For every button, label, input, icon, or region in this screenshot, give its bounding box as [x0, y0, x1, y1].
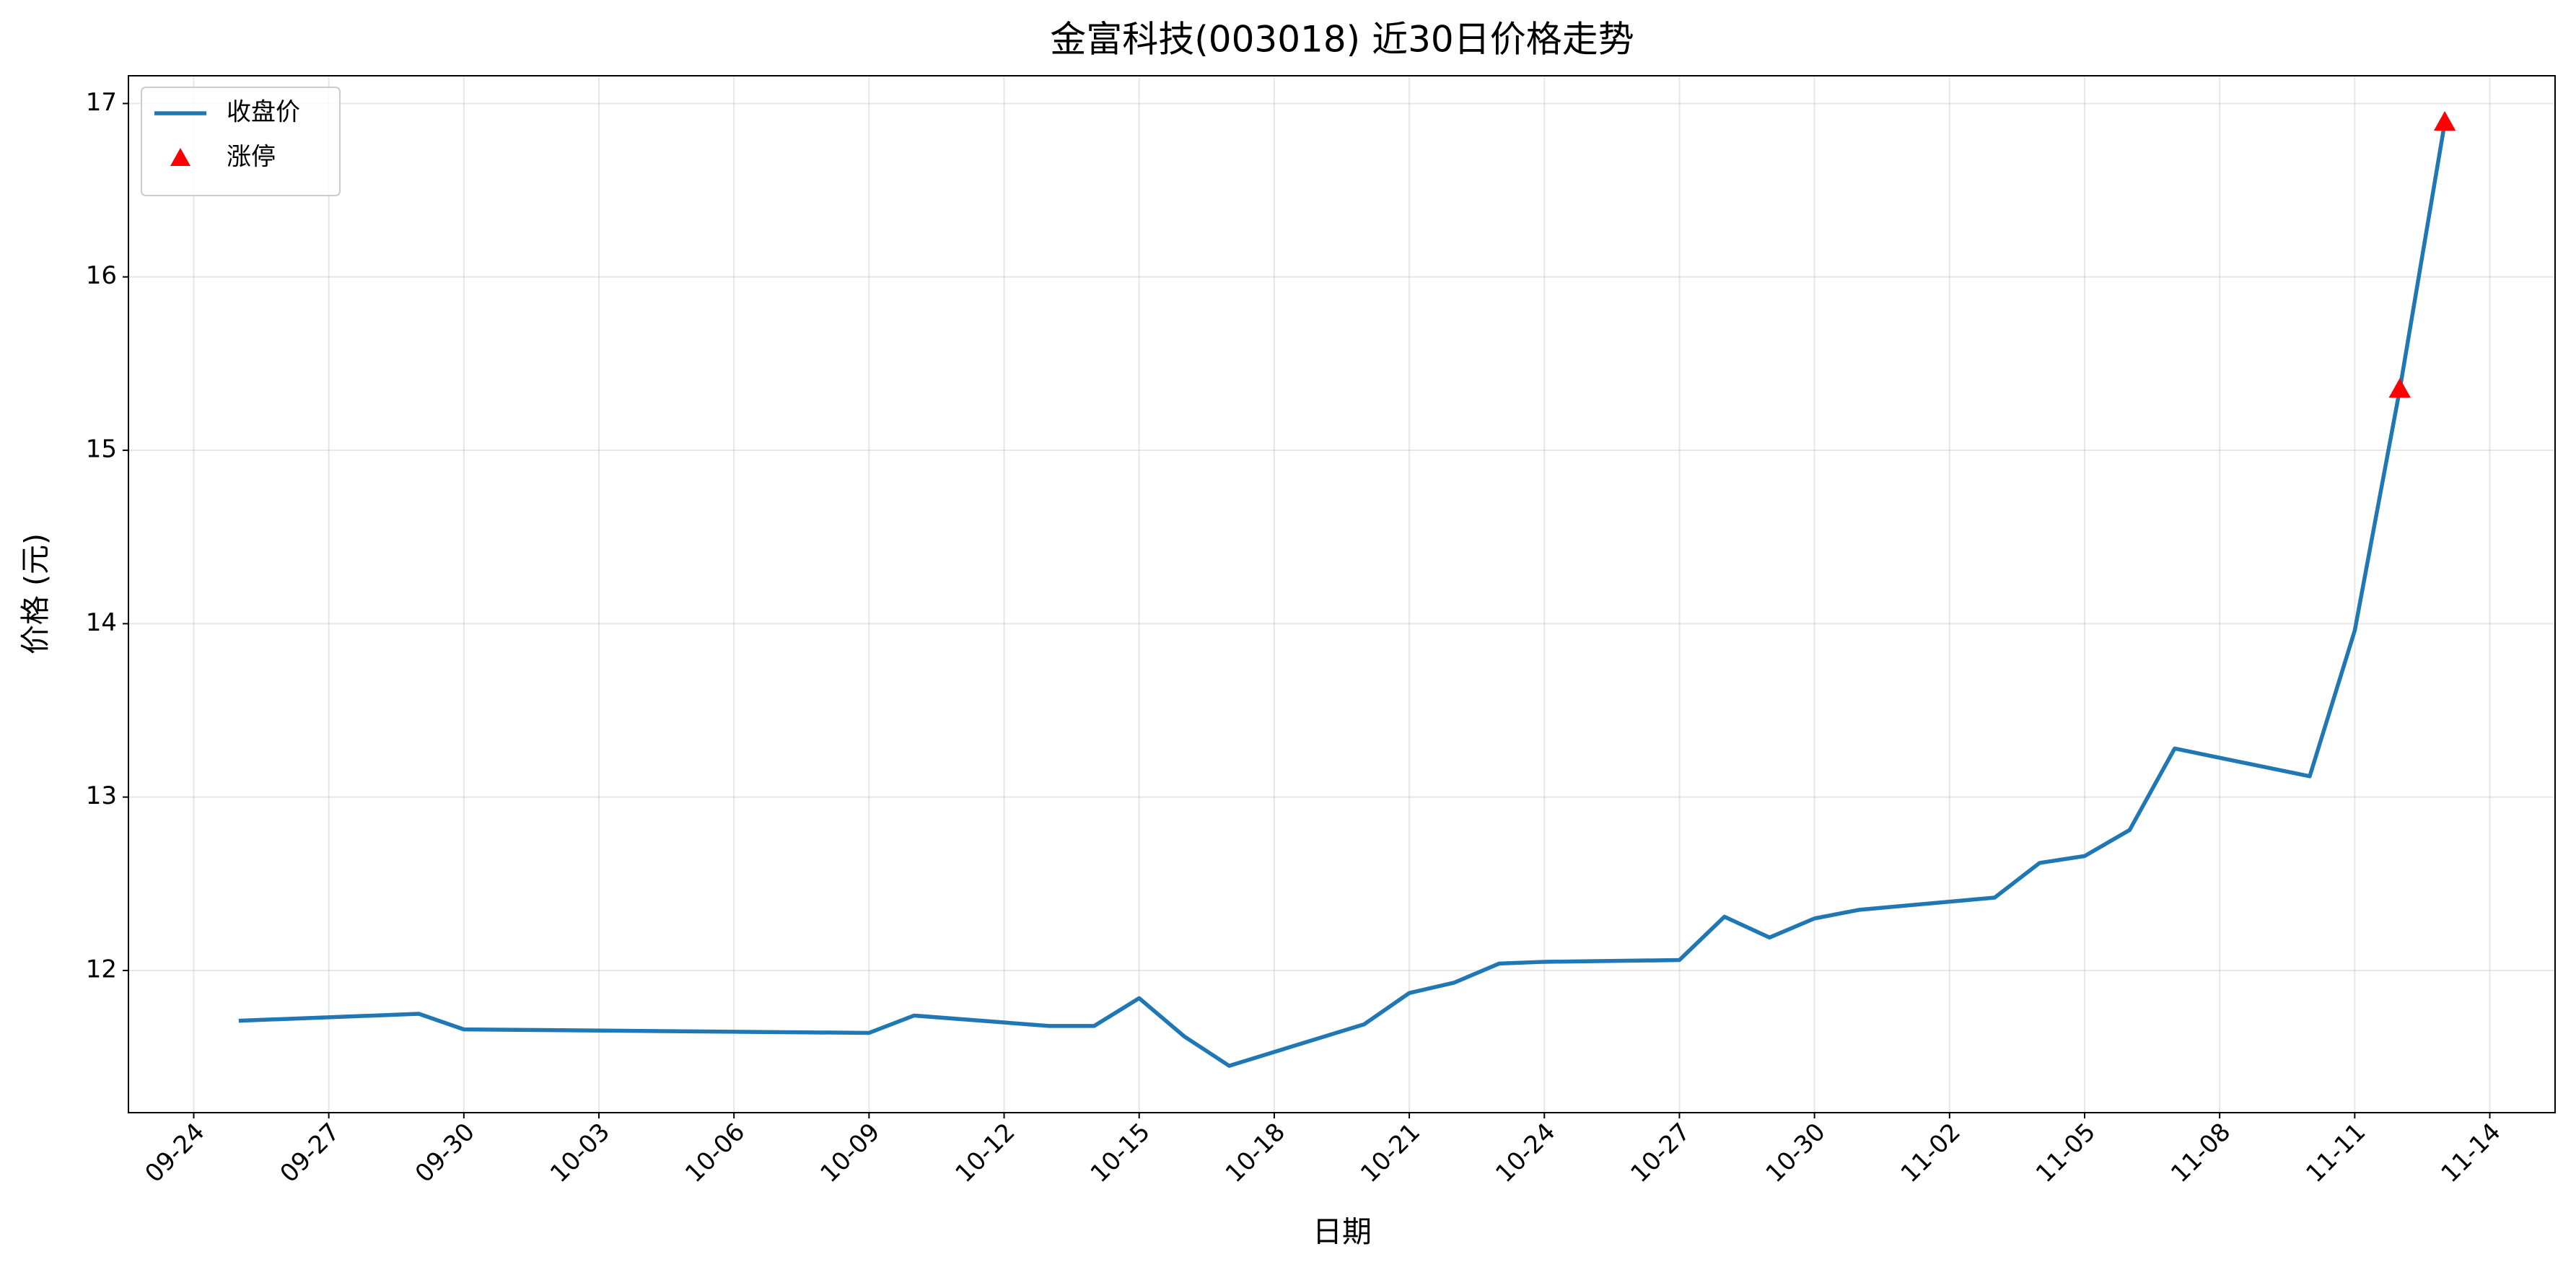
- x-tick-label: 10-12: [950, 1118, 1020, 1188]
- x-tick-label: 10-09: [815, 1118, 885, 1188]
- y-tick-label: 15: [86, 435, 117, 464]
- y-tick-label: 13: [86, 781, 117, 810]
- y-tick-label: 12: [86, 955, 117, 983]
- y-tick-label: 14: [86, 608, 117, 637]
- x-tick-label: 10-18: [1220, 1118, 1291, 1188]
- x-tick-label: 11-05: [2030, 1118, 2101, 1188]
- price-line: [238, 122, 2447, 1068]
- limit-up-marker: [2433, 110, 2456, 131]
- x-tick-label: 10-03: [545, 1118, 615, 1188]
- x-tick-label: 10-24: [1490, 1118, 1561, 1188]
- legend-label: 涨停: [227, 143, 276, 172]
- x-tick-label: 09-24: [139, 1118, 210, 1188]
- x-tick-label: 10-27: [1625, 1118, 1696, 1188]
- chart-title: 金富科技(003018) 近30日价格走势: [1050, 19, 1634, 61]
- x-tick-label: 11-02: [1896, 1118, 1966, 1188]
- legend-swatch: [170, 148, 190, 166]
- y-tick-label: 16: [86, 261, 117, 290]
- plot-frame: [128, 75, 2556, 1113]
- x-tick-label: 11-11: [2300, 1118, 2371, 1188]
- x-tick-label: 11-14: [2435, 1118, 2506, 1188]
- x-tick-label: 09-27: [275, 1118, 346, 1188]
- x-tick-label: 11-08: [2165, 1118, 2236, 1188]
- x-tick-label: 10-15: [1085, 1118, 1156, 1188]
- x-tick-label: 10-30: [1761, 1118, 1831, 1188]
- y-axis-label: 价格 (元): [18, 533, 53, 654]
- y-tick-label: 17: [86, 88, 117, 117]
- x-tick-label: 09-30: [410, 1118, 481, 1188]
- limit-up-marker: [2388, 377, 2411, 398]
- x-tick-label: 10-06: [680, 1118, 750, 1188]
- x-tick-label: 10-21: [1355, 1118, 1426, 1188]
- x-axis-label: 日期: [1313, 1214, 1372, 1249]
- legend-label: 收盘价: [227, 98, 300, 127]
